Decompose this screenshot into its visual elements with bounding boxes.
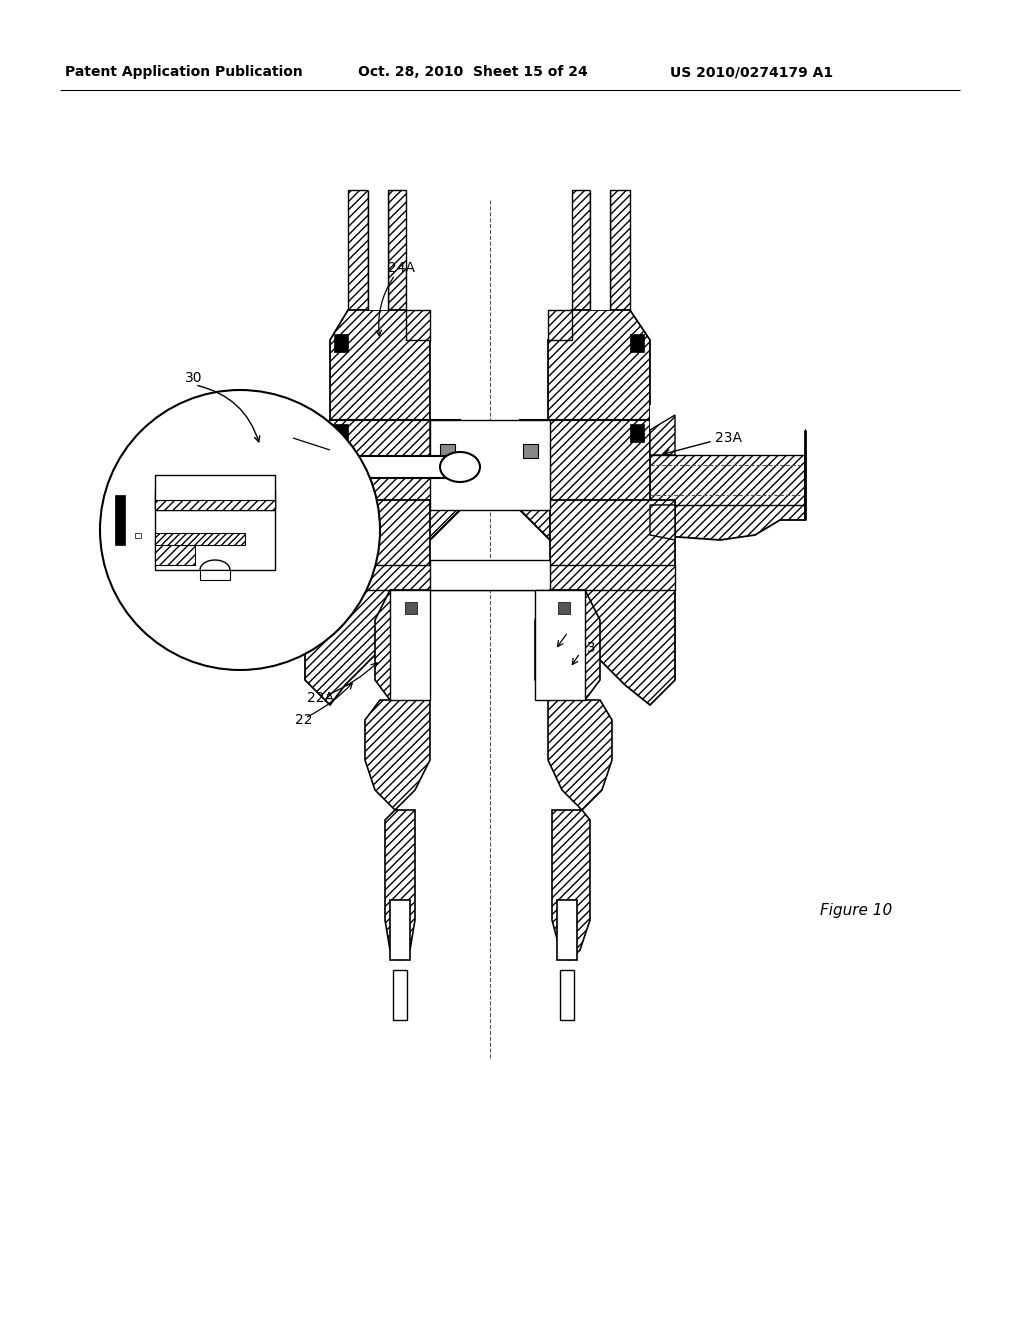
Bar (630, 334, 644, 352)
Polygon shape (650, 411, 805, 540)
Polygon shape (388, 190, 406, 310)
Text: Oct. 28, 2010  Sheet 15 of 24: Oct. 28, 2010 Sheet 15 of 24 (358, 65, 588, 79)
Bar (523, 444, 538, 458)
Text: Figure 10: Figure 10 (820, 903, 892, 917)
Text: 22A: 22A (307, 690, 334, 705)
Text: 23A: 23A (715, 432, 742, 445)
Circle shape (100, 389, 380, 671)
Bar (155, 500, 275, 510)
Bar (155, 490, 275, 570)
Bar (115, 495, 125, 545)
Polygon shape (305, 500, 430, 705)
Polygon shape (610, 190, 630, 360)
Polygon shape (548, 310, 572, 341)
Text: Patent Application Publication: Patent Application Publication (65, 65, 303, 79)
Bar (155, 540, 195, 565)
Text: US 2010/0274179 A1: US 2010/0274179 A1 (670, 65, 834, 79)
Text: 24: 24 (280, 428, 298, 442)
Bar (155, 533, 245, 545)
Bar (560, 970, 574, 1020)
Bar (393, 970, 407, 1020)
Bar (558, 602, 570, 614)
Polygon shape (330, 310, 430, 440)
Bar (406, 602, 417, 614)
Polygon shape (385, 810, 415, 960)
Bar (170, 467, 225, 482)
Bar (220, 455, 460, 478)
Polygon shape (520, 420, 550, 475)
Bar (535, 590, 585, 700)
Bar (155, 475, 275, 510)
Polygon shape (650, 506, 675, 540)
Polygon shape (520, 420, 675, 565)
Polygon shape (305, 565, 675, 590)
Polygon shape (305, 420, 460, 565)
Polygon shape (535, 590, 600, 719)
Polygon shape (375, 590, 430, 719)
Bar (650, 405, 805, 455)
Bar (334, 334, 348, 352)
Bar (135, 533, 141, 539)
Bar (430, 560, 550, 590)
Bar (200, 570, 230, 579)
Bar (590, 190, 610, 310)
Polygon shape (406, 310, 430, 341)
Bar (368, 190, 388, 310)
Polygon shape (348, 190, 368, 360)
Bar (630, 424, 644, 442)
Text: 22: 22 (295, 713, 312, 727)
Bar (390, 590, 430, 700)
Text: 24A: 24A (388, 261, 415, 275)
Bar (390, 900, 410, 960)
Ellipse shape (440, 451, 480, 482)
Polygon shape (552, 810, 590, 960)
Bar (557, 900, 577, 960)
Text: 30: 30 (185, 371, 203, 385)
Polygon shape (430, 420, 460, 475)
Bar (334, 424, 348, 442)
Bar (440, 444, 455, 458)
Polygon shape (365, 700, 430, 810)
Bar (430, 420, 550, 510)
Text: 23: 23 (578, 642, 596, 655)
Polygon shape (548, 310, 650, 440)
Text: 20: 20 (565, 620, 583, 635)
Polygon shape (550, 500, 675, 705)
Polygon shape (650, 414, 675, 455)
Polygon shape (548, 700, 612, 810)
Polygon shape (572, 190, 590, 310)
